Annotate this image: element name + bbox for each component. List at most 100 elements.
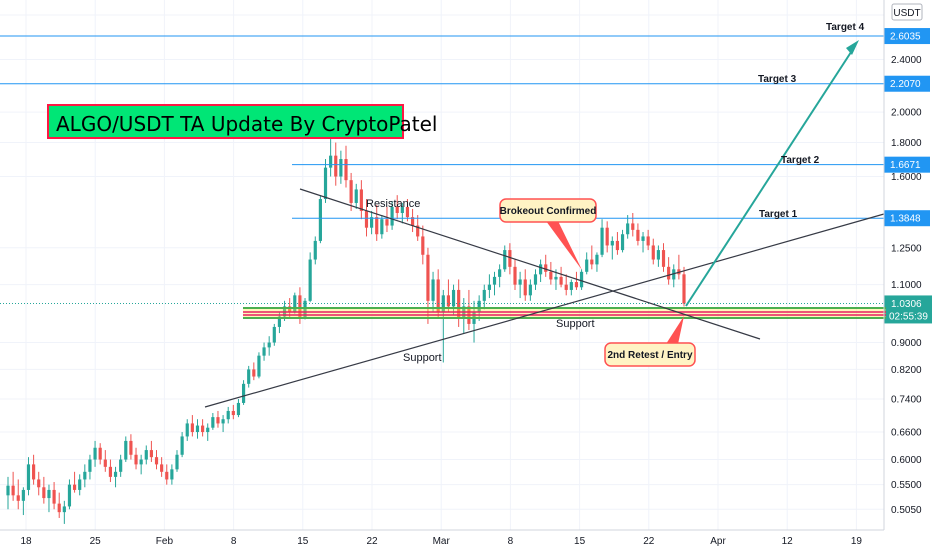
x-tick-label: 8: [508, 536, 514, 547]
candle-body: [26, 464, 31, 490]
level-price-label: 2.6035: [890, 32, 921, 43]
candle-body: [426, 254, 430, 301]
x-tick-label: 22: [366, 536, 378, 547]
candle-body: [400, 206, 404, 214]
support-zone: [243, 307, 886, 319]
candle-body: [667, 266, 671, 280]
candle-body: [160, 464, 164, 472]
y-tick-label: 0.7400: [891, 395, 922, 406]
support-label-right: Support: [556, 318, 595, 330]
last-price-label: 1.0306: [891, 299, 922, 310]
candle-body: [682, 274, 686, 304]
candle-body: [498, 269, 502, 277]
x-tick-label: Feb: [156, 536, 174, 547]
candle-body: [195, 425, 200, 433]
candle-body: [518, 279, 522, 285]
candle-body: [303, 300, 307, 318]
candle-body: [288, 306, 292, 313]
candle-body: [513, 266, 517, 285]
x-tick-label: 19: [851, 536, 863, 547]
candle-body: [78, 479, 82, 490]
candle-body: [165, 471, 169, 480]
candle-body: [661, 250, 666, 267]
target-3-label: Target 3: [758, 74, 797, 85]
candle-body: [451, 289, 456, 307]
y-tick-label: 1.6000: [891, 172, 922, 183]
candle-body: [277, 316, 282, 327]
x-tick-label: Mar: [433, 536, 451, 547]
candle-body: [631, 223, 635, 230]
candle-body: [42, 487, 46, 499]
candle-body: [62, 506, 66, 513]
candle-body: [149, 450, 153, 458]
candle-body: [88, 459, 92, 472]
x-tick-label: 12: [782, 536, 794, 547]
candle-body: [144, 450, 148, 460]
candle-body: [221, 419, 225, 424]
candle-body: [98, 447, 102, 460]
chart-title-box: ALGO/USDT TA Update By CryptoPatel: [47, 104, 437, 139]
candle-body: [272, 326, 276, 343]
candle-body: [533, 274, 538, 285]
candle-body: [579, 271, 584, 288]
candle-body: [656, 250, 660, 260]
candle-body: [170, 469, 174, 480]
candle-body: [436, 279, 440, 313]
candle-body: [334, 155, 338, 177]
candle-body: [313, 240, 317, 260]
candle-body: [247, 369, 251, 384]
y-tick-label: 1.1000: [891, 280, 922, 291]
target-4-label: Target 4: [826, 22, 865, 33]
candle-body: [564, 284, 568, 290]
x-tick-label: 15: [574, 536, 586, 547]
candle-body: [298, 295, 302, 318]
candle-body: [646, 236, 650, 246]
candle-body: [595, 254, 599, 265]
support-trendline: [204, 213, 885, 408]
last-price-tag: [884, 295, 932, 324]
retest-callout: 2nd Retest / Entry: [604, 316, 696, 367]
candle-body: [52, 489, 56, 504]
y-tick-label: 2.4000: [891, 55, 922, 66]
candle-body: [359, 189, 363, 211]
candle-body: [241, 383, 246, 403]
candle-body: [185, 423, 189, 437]
currency-badge[interactable]: USDT: [891, 3, 923, 21]
candle-body: [93, 447, 97, 460]
candle-body: [252, 369, 256, 377]
candle-body: [124, 440, 128, 460]
candle-body: [231, 410, 235, 416]
candle-body: [201, 425, 205, 433]
candle-body: [6, 485, 10, 496]
candle-body: [528, 284, 532, 296]
candle-body: [21, 489, 25, 501]
candle-body: [375, 217, 379, 235]
candle-body: [605, 227, 609, 246]
candle-body: [590, 259, 594, 265]
candle-body: [308, 259, 312, 301]
candle-body: [67, 484, 72, 507]
resistance-label: Resistance: [366, 198, 420, 210]
candle-body: [47, 489, 51, 499]
target-1-label: Target 1: [759, 209, 798, 220]
candle-body: [11, 485, 15, 496]
candle-body: [211, 417, 215, 428]
candle-body: [154, 457, 159, 465]
candle-body: [364, 210, 369, 228]
candle-body: [405, 206, 410, 218]
candle-body: [651, 245, 655, 260]
y-tick-label: 0.9000: [891, 338, 922, 349]
x-tick-label: 25: [90, 536, 102, 547]
candle-body: [57, 503, 61, 513]
candle-body: [370, 217, 374, 228]
candle-body: [385, 219, 389, 226]
candle-body: [72, 484, 77, 490]
candle-body: [83, 471, 87, 480]
level-price-tag: [884, 28, 930, 45]
candle-body: [626, 223, 630, 235]
y-tick-label: 0.5050: [891, 505, 922, 516]
candle-body: [262, 347, 266, 356]
candle-body: [641, 236, 645, 241]
candle-body: [477, 300, 481, 313]
candle-body: [119, 459, 123, 472]
